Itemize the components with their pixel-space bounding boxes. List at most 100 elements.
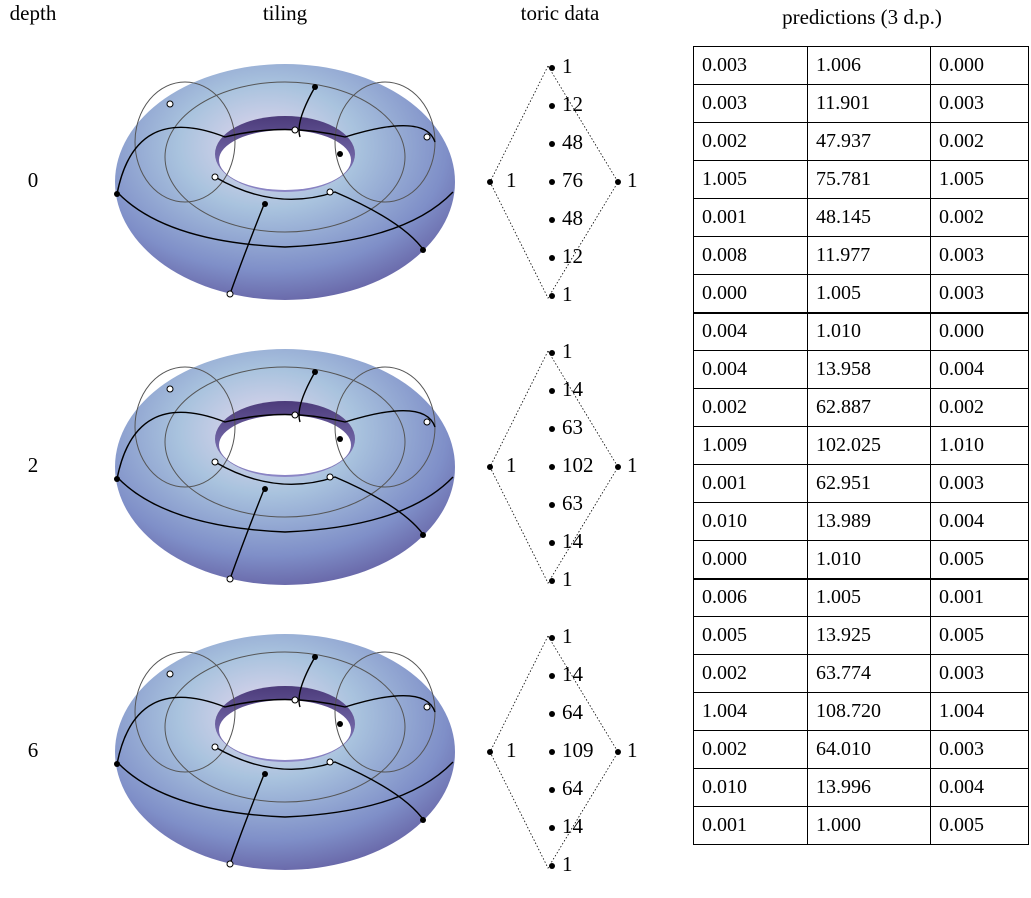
table-cell: 0.003 <box>931 465 1029 503</box>
table-cell: 1.005 <box>808 579 931 617</box>
table-cell: 0.000 <box>694 541 808 579</box>
depth-label: 2 <box>28 453 39 477</box>
dot <box>549 711 555 717</box>
toric-value: 102 <box>562 453 594 477</box>
table-cell: 0.005 <box>931 541 1029 579</box>
dot <box>549 388 555 394</box>
header-depth: depth <box>10 1 57 25</box>
table-row: 0.0001.0050.003 <box>694 275 1029 313</box>
dot <box>549 65 555 71</box>
table-cell: 1.004 <box>931 693 1029 731</box>
toric-value: 76 <box>562 168 583 192</box>
table-row: 0.00263.7740.003 <box>694 655 1029 693</box>
table-cell: 0.005 <box>931 807 1029 845</box>
dot <box>549 293 555 299</box>
dot <box>549 863 555 869</box>
table-row: 0.0061.0050.001 <box>694 579 1029 617</box>
table-cell: 1.005 <box>694 161 808 199</box>
table-cell: 13.958 <box>808 351 931 389</box>
table-cell: 0.004 <box>931 351 1029 389</box>
table-cell: 0.002 <box>931 199 1029 237</box>
table-cell: 0.005 <box>694 617 808 655</box>
table-cell: 1.006 <box>808 47 931 85</box>
table-cell: 0.004 <box>694 351 808 389</box>
toric-left: 1 <box>506 168 517 192</box>
table-row: 0.0041.0100.000 <box>694 313 1029 351</box>
toric-value: 12 <box>562 244 583 268</box>
table-cell: 102.025 <box>808 427 931 465</box>
toric-value: 12 <box>562 92 583 116</box>
dot <box>549 825 555 831</box>
table-cell: 47.937 <box>808 123 931 161</box>
dot <box>549 141 555 147</box>
table-row: 0.00247.9370.002 <box>694 123 1029 161</box>
page: depth tiling toric data 0111124876481212… <box>0 0 1031 898</box>
toric-right: 1 <box>627 738 638 762</box>
toric-value: 14 <box>562 529 584 553</box>
dot <box>487 749 493 755</box>
table-cell: 11.901 <box>808 85 931 123</box>
table-cell: 0.005 <box>931 617 1029 655</box>
toric-value: 1 <box>562 624 573 648</box>
table-cell: 64.010 <box>808 731 931 769</box>
table-cell: 1.010 <box>808 541 931 579</box>
table-cell: 0.010 <box>694 503 808 541</box>
table-cell: 0.003 <box>931 85 1029 123</box>
table-cell: 63.774 <box>808 655 931 693</box>
toric-value: 109 <box>562 738 594 762</box>
table-cell: 0.003 <box>694 47 808 85</box>
dot <box>487 179 493 185</box>
dot <box>549 635 555 641</box>
table-cell: 0.010 <box>694 769 808 807</box>
table-cell: 0.006 <box>694 579 808 617</box>
dot <box>549 350 555 356</box>
dot <box>615 749 621 755</box>
toric-value: 1 <box>562 282 573 306</box>
table-row: 0.00262.8870.002 <box>694 389 1029 427</box>
dot <box>615 464 621 470</box>
depth-label: 0 <box>28 168 39 192</box>
table-cell: 0.002 <box>694 731 808 769</box>
table-cell: 13.996 <box>808 769 931 807</box>
header-toric: toric data <box>521 1 600 25</box>
toric-value: 1 <box>562 852 573 876</box>
table-cell: 0.003 <box>931 237 1029 275</box>
table-cell: 1.005 <box>808 275 931 313</box>
toric-value: 64 <box>562 776 584 800</box>
dot <box>549 217 555 223</box>
dot <box>549 464 555 470</box>
table-cell: 0.003 <box>694 85 808 123</box>
table-row: 0.0011.0000.005 <box>694 807 1029 845</box>
table-row: 0.00264.0100.003 <box>694 731 1029 769</box>
depth-label: 6 <box>28 738 39 762</box>
table-row: 1.00575.7811.005 <box>694 161 1029 199</box>
dot <box>549 749 555 755</box>
table-cell: 0.004 <box>931 503 1029 541</box>
dot <box>549 673 555 679</box>
dot <box>549 255 555 261</box>
toric-value: 1 <box>562 54 573 78</box>
table-cell: 0.002 <box>694 123 808 161</box>
dot <box>549 578 555 584</box>
table-cell: 1.010 <box>931 427 1029 465</box>
table-cell: 0.003 <box>931 731 1029 769</box>
table-cell: 0.000 <box>931 47 1029 85</box>
table-cell: 0.002 <box>694 655 808 693</box>
toric-value: 14 <box>562 662 584 686</box>
table-cell: 0.008 <box>694 237 808 275</box>
dot <box>549 540 555 546</box>
toric-value: 14 <box>562 814 584 838</box>
toric-value: 1 <box>562 339 573 363</box>
torus-tiling <box>114 634 455 870</box>
toric-value: 64 <box>562 700 584 724</box>
table-cell: 1.009 <box>694 427 808 465</box>
